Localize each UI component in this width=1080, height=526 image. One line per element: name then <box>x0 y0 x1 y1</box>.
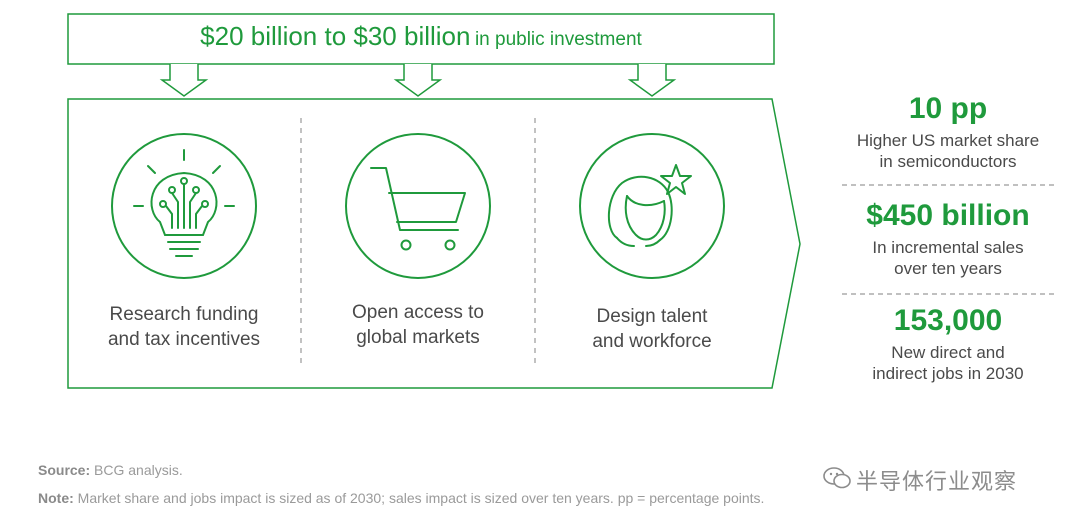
source-footnote: Source: BCG analysis. <box>38 462 183 478</box>
impact-value-sales: $450 billion <box>866 199 1030 232</box>
shopping-cart-icon <box>345 133 491 279</box>
impact-desc-jobs: New direct and indirect jobs in 2030 <box>872 343 1024 383</box>
watermark-text: 半导体行业观察 <box>856 469 1018 494</box>
pillar-label-talent: Design talent and workforce <box>592 306 712 352</box>
source-text: BCG analysis. <box>94 462 183 478</box>
main-panel <box>67 98 801 389</box>
headline-amount: $20 billion to $30 billion <box>200 21 471 51</box>
impact-value-market-share: 10 pp <box>908 92 988 125</box>
note-text: Market share and jobs impact is sized as… <box>77 490 765 506</box>
headline-suffix: in public investment <box>474 29 642 50</box>
impact-value-jobs: 153,000 <box>893 304 1003 337</box>
pillar-label-research: Research funding and tax incentives <box>107 304 261 350</box>
source-label: Source: <box>38 462 91 478</box>
pillar-label-markets: Open access to global markets <box>351 302 485 348</box>
note-label: Note: <box>38 490 74 506</box>
note-footnote: Note: Market share and jobs impact is si… <box>38 490 764 506</box>
impact-desc-sales: In incremental sales over ten years <box>872 238 1024 278</box>
watermark: 半导体行业观察 <box>822 462 1052 496</box>
wechat-icon <box>823 467 851 489</box>
down-arrow-right-icon <box>627 64 677 97</box>
down-arrow-middle-icon <box>393 64 443 97</box>
lightbulb-circuit-icon <box>111 133 257 279</box>
impact-desc-market-share: Higher US market share in semiconductors <box>856 131 1040 171</box>
headline: $20 billion to $30 billion in public inv… <box>68 16 774 62</box>
down-arrow-left-icon <box>159 64 209 97</box>
person-star-icon <box>579 133 725 279</box>
